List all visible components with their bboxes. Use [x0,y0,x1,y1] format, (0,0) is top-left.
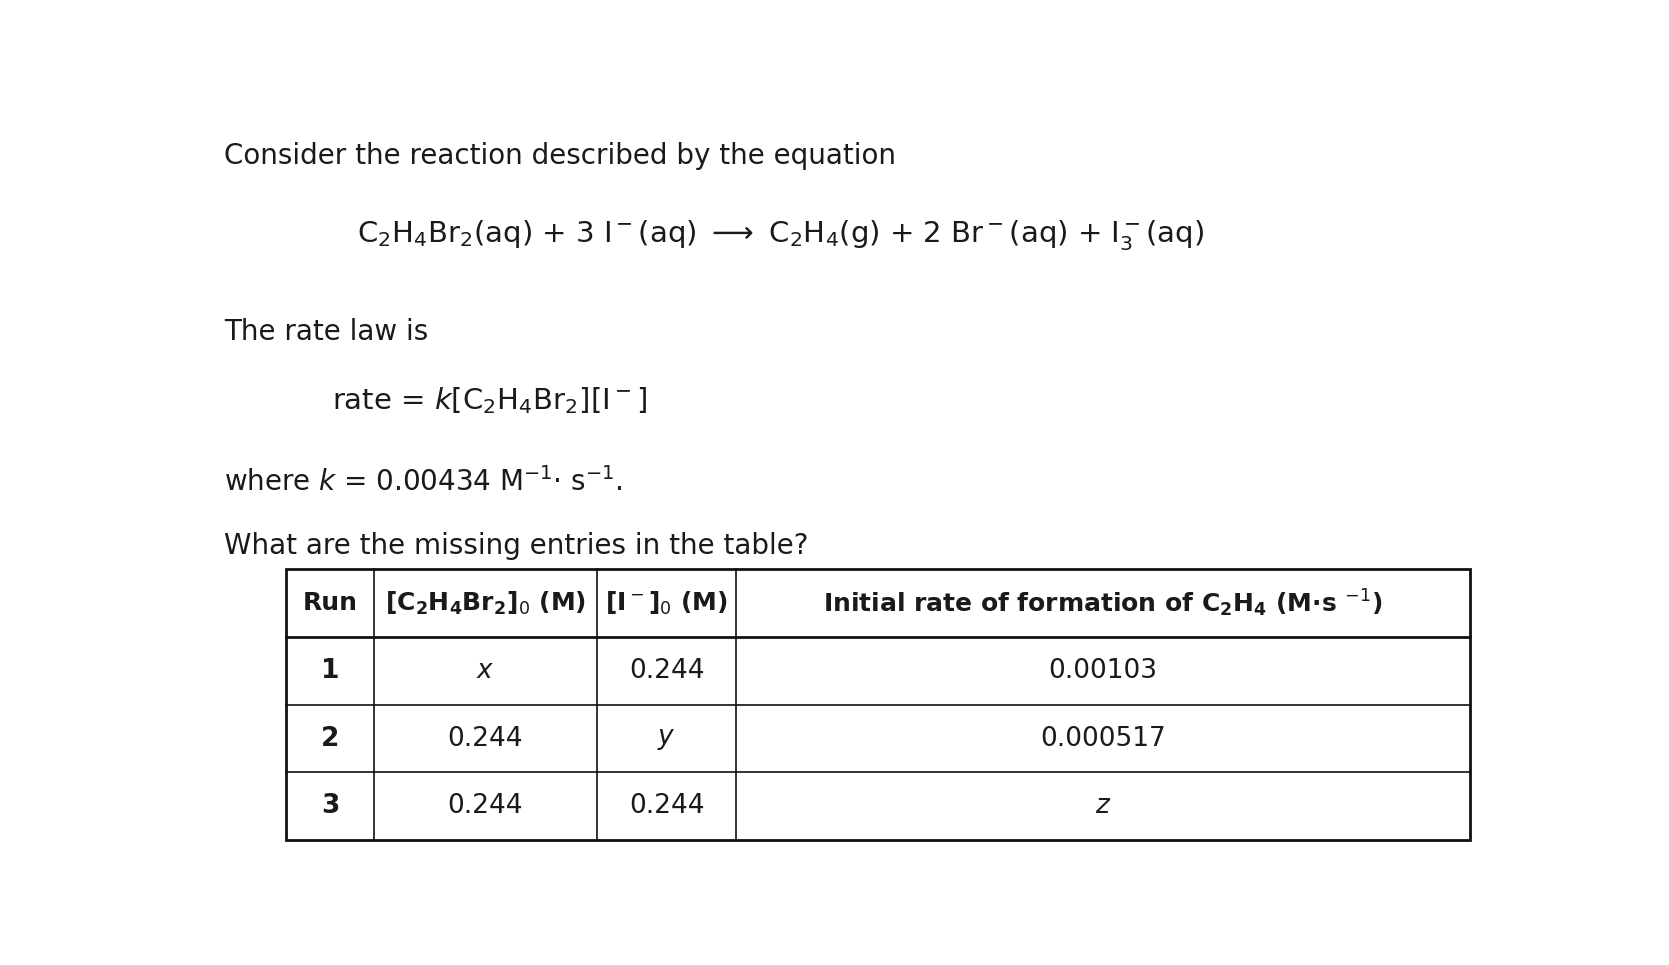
Text: The rate law is: The rate law is [224,317,429,345]
Text: [I$^-$]$_0$ (M): [I$^-$]$_0$ (M) [606,590,728,617]
Text: What are the missing entries in the table?: What are the missing entries in the tabl… [224,532,809,560]
Text: 0.244: 0.244 [447,793,522,819]
Text: [$\mathregular{C_2H_4Br_2}$]$_0$ (M): [$\mathregular{C_2H_4Br_2}$]$_0$ (M) [386,590,586,617]
Text: 1: 1 [320,658,339,684]
Text: 0.000517: 0.000517 [1040,726,1167,752]
Text: 0.244: 0.244 [629,793,704,819]
Text: Consider the reaction described by the equation: Consider the reaction described by the e… [224,142,896,170]
Text: $\mathregular{C_2H_4Br_2}$(aq) + 3 I$^-$(aq) $\longrightarrow$ $\mathregular{C_2: $\mathregular{C_2H_4Br_2}$(aq) + 3 I$^-$… [357,218,1205,252]
Text: 3: 3 [320,793,339,819]
Text: $\mathit{x}$: $\mathit{x}$ [476,658,494,684]
Text: rate = $\mathit{k}$[$\mathregular{C_2H_4Br_2}$][I$^-$]: rate = $\mathit{k}$[$\mathregular{C_2H_4… [332,385,646,416]
Text: 0.244: 0.244 [629,658,704,684]
Text: Run: Run [302,591,357,615]
Text: 2: 2 [320,726,339,752]
Text: where $\mathit{k}$ = 0.00434 M$^{-1}$· s$^{-1}$.: where $\mathit{k}$ = 0.00434 M$^{-1}$· s… [224,467,623,497]
Text: $\mathit{y}$: $\mathit{y}$ [658,726,676,752]
Text: 0.244: 0.244 [447,726,522,752]
Text: 0.00103: 0.00103 [1048,658,1158,684]
Text: Initial rate of formation of $\mathregular{C_2H_4}$ (M·s $^{-1}$): Initial rate of formation of $\mathregul… [823,588,1384,619]
Text: $\mathit{z}$: $\mathit{z}$ [1095,793,1112,819]
